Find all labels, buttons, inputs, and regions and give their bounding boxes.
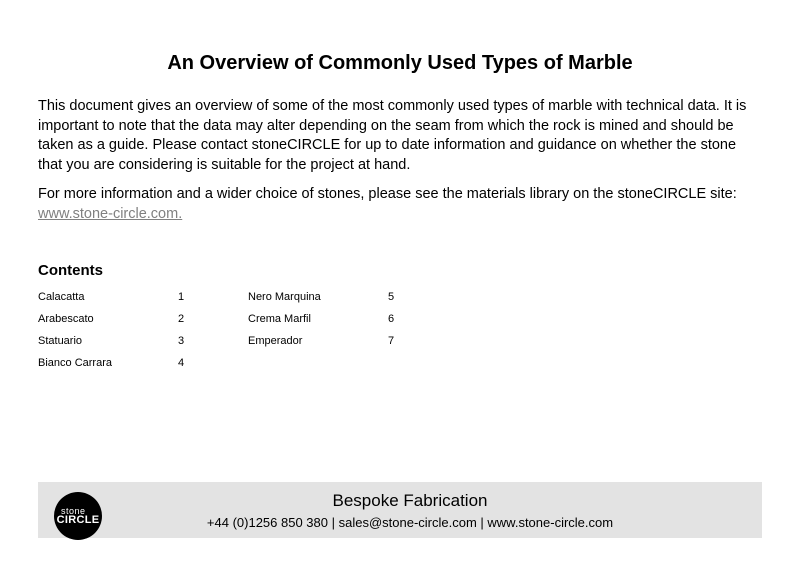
toc-entry: Bianco Carrara 4 — [38, 357, 208, 369]
toc-page: 1 — [178, 291, 208, 303]
intro-paragraph-1: This document gives an overview of some … — [38, 97, 762, 175]
website-link[interactable]: www.stone-circle.com. — [38, 206, 182, 222]
page-title: An Overview of Commonly Used Types of Ma… — [38, 52, 762, 75]
toc-page: 7 — [388, 335, 418, 347]
footer-contact: +44 (0)1256 850 380 | sales@stone-circle… — [118, 515, 702, 530]
toc-entry: Calacatta 1 — [38, 291, 208, 303]
contents-heading: Contents — [38, 262, 762, 279]
toc-label: Statuario — [38, 335, 178, 347]
toc-column-1: Calacatta 1 Arabescato 2 Statuario 3 Bia… — [38, 291, 208, 369]
toc-label: Arabescato — [38, 313, 178, 325]
document-page: An Overview of Commonly Used Types of Ma… — [0, 0, 800, 369]
toc-entry: Arabescato 2 — [38, 313, 208, 325]
footer-title: Bespoke Fabrication — [118, 491, 702, 511]
toc-page: 3 — [178, 335, 208, 347]
intro-paragraph-2: For more information and a wider choice … — [38, 185, 762, 224]
stonecircle-logo: stone CIRCLE — [54, 492, 102, 540]
toc-entry: Crema Marfil 6 — [248, 313, 418, 325]
toc-label: Nero Marquina — [248, 291, 388, 303]
intro-text: For more information and a wider choice … — [38, 186, 737, 202]
table-of-contents: Calacatta 1 Arabescato 2 Statuario 3 Bia… — [38, 291, 762, 369]
toc-page: 2 — [178, 313, 208, 325]
toc-entry: Emperador 7 — [248, 335, 418, 347]
toc-label: Calacatta — [38, 291, 178, 303]
toc-page: 5 — [388, 291, 418, 303]
toc-entry: Nero Marquina 5 — [248, 291, 418, 303]
toc-label: Bianco Carrara — [38, 357, 178, 369]
toc-label: Emperador — [248, 335, 388, 347]
logo-text-bottom: CIRCLE — [57, 515, 100, 526]
toc-label: Crema Marfil — [248, 313, 388, 325]
footer-bar: stone CIRCLE Bespoke Fabrication +44 (0)… — [38, 482, 762, 538]
toc-page: 4 — [178, 357, 208, 369]
toc-column-2: Nero Marquina 5 Crema Marfil 6 Emperador… — [248, 291, 418, 369]
footer-text-block: Bespoke Fabrication +44 (0)1256 850 380 … — [118, 491, 762, 530]
toc-page: 6 — [388, 313, 418, 325]
toc-entry: Statuario 3 — [38, 335, 208, 347]
logo-container: stone CIRCLE — [38, 486, 118, 534]
